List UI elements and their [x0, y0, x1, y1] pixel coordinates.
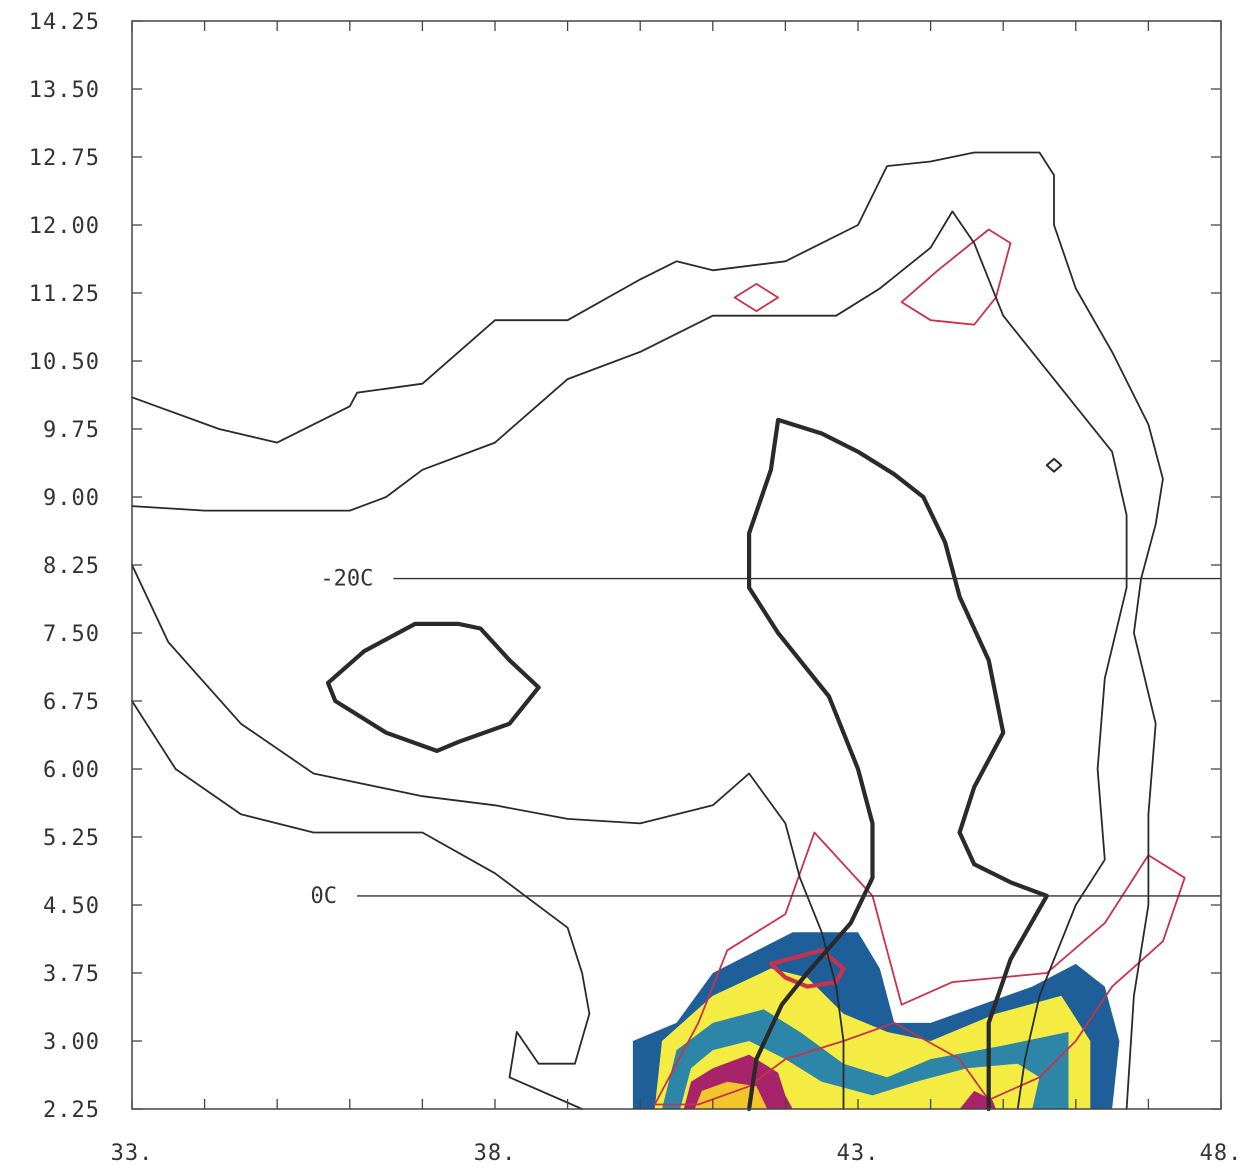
plot-frame — [131, 20, 1222, 1110]
filled-contour-regions — [632, 932, 1120, 1109]
axis-ticks — [131, 20, 1222, 1110]
reference-line-labels: -20C 0C — [311, 567, 374, 909]
y-tick-label: 12.75 — [29, 146, 100, 171]
y-tick-label: 13.50 — [29, 78, 100, 103]
y-tick-labels: 2.25 3.00 3.75 4.50 5.25 6.00 6.75 7.50 8.25 9.00… — [29, 10, 100, 1123]
y-tick-label: 6.00 — [43, 758, 100, 783]
black-contour-5 — [747, 417, 1049, 1112]
reference-label-2: 0C — [311, 884, 338, 909]
y-tick-label: 2.25 — [43, 1098, 100, 1123]
black-contour-3 — [131, 564, 845, 1110]
red-contour-2 — [900, 228, 1012, 326]
y-tick-label: 4.50 — [43, 894, 100, 919]
temperature-reference-lines — [357, 577, 1221, 897]
y-tick-label: 14.25 — [29, 10, 100, 35]
y-tick-label: 12.00 — [29, 214, 100, 239]
y-tick-label: 3.00 — [43, 1030, 100, 1055]
y-tick-label: 7.50 — [43, 622, 100, 647]
y-tick-label: 5.25 — [43, 826, 100, 851]
x-tick-label: 43. — [837, 1141, 880, 1166]
black-contour-7 — [1045, 457, 1063, 473]
black-contour-lines — [131, 151, 1164, 1112]
y-tick-label: 11.25 — [29, 282, 100, 307]
x-tick-labels: 33. 38. 43. 48. — [111, 1141, 1243, 1166]
x-tick-label: 38. — [474, 1141, 517, 1166]
black-contour-4 — [131, 700, 591, 1110]
y-tick-label: 6.75 — [43, 690, 100, 715]
red-contour-1 — [733, 283, 779, 312]
black-contour-6 — [325, 621, 541, 753]
red-contour-4 — [768, 948, 846, 989]
black-contour-1 — [131, 151, 1164, 1110]
y-tick-label: 3.75 — [43, 962, 100, 987]
x-tick-label: 48. — [1200, 1141, 1243, 1166]
y-tick-label: 8.25 — [43, 554, 100, 579]
y-tick-label: 9.75 — [43, 418, 100, 443]
x-tick-label: 33. — [111, 1141, 154, 1166]
reference-label-1: -20C — [320, 567, 373, 592]
black-contour-2 — [131, 210, 1128, 1110]
y-tick-label: 9.00 — [43, 486, 100, 511]
y-tick-label: 10.50 — [29, 350, 100, 375]
